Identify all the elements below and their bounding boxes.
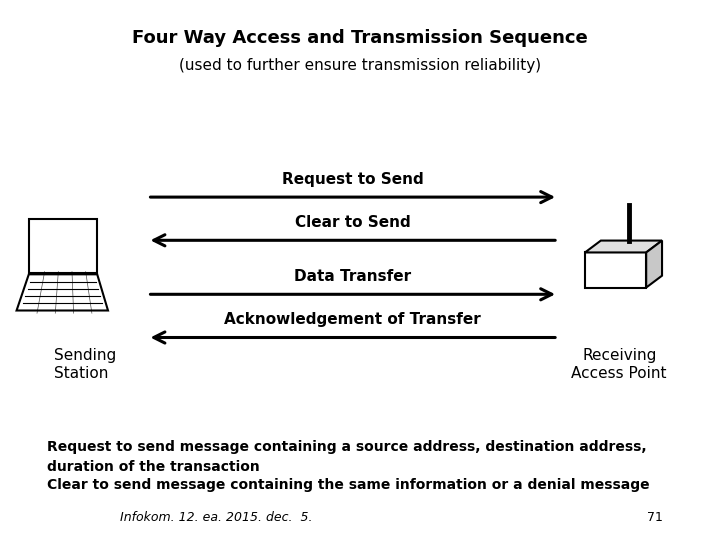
Text: Infokom. 12. ea. 2015. dec.  5.: Infokom. 12. ea. 2015. dec. 5. [120,511,312,524]
Text: Four Way Access and Transmission Sequence: Four Way Access and Transmission Sequenc… [132,29,588,47]
Polygon shape [585,241,662,252]
Text: Sending
Station: Sending Station [54,348,116,381]
Bar [29,219,97,273]
Bar [585,252,647,287]
Text: Clear to send message containing the same information or a denial message: Clear to send message containing the sam… [47,478,649,492]
Polygon shape [17,274,108,310]
Polygon shape [647,241,662,287]
Text: (used to further ensure transmission reliability): (used to further ensure transmission rel… [179,58,541,73]
Text: Acknowledgement of Transfer: Acknowledgement of Transfer [225,312,481,327]
Text: Request to send message containing a source address, destination address,
durati: Request to send message containing a sou… [47,440,647,474]
Text: Clear to Send: Clear to Send [295,215,410,230]
Text: Data Transfer: Data Transfer [294,269,411,284]
Text: 71: 71 [647,511,662,524]
Text: Request to Send: Request to Send [282,172,423,187]
Text: Receiving
Access Point: Receiving Access Point [572,348,667,381]
